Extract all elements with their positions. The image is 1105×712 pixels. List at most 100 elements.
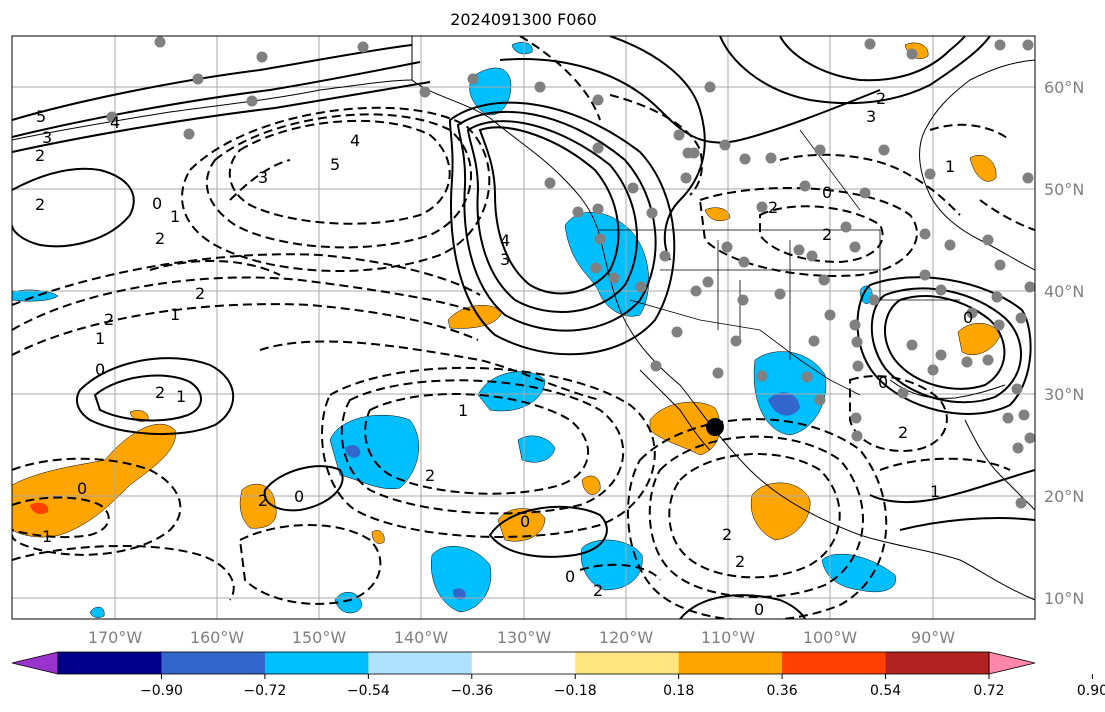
positive-anomaly-region: [239, 483, 277, 529]
lat-label-50n: 50°N: [1044, 180, 1084, 199]
negative-anomaly-region: [821, 553, 896, 593]
svg-text:1: 1: [945, 157, 955, 176]
lat-label-10n: 10°N: [1044, 589, 1084, 608]
lon-label-150w: 150°W: [292, 628, 347, 647]
svg-text:4: 4: [350, 131, 360, 150]
negative-anomaly-region: [89, 606, 105, 618]
svg-text:0: 0: [963, 308, 973, 327]
svg-text:3: 3: [866, 107, 876, 126]
colorbar-label: 0.18: [663, 683, 694, 699]
colorbar-swatch: [782, 652, 887, 674]
positive-anomaly-region: [12, 423, 176, 538]
svg-text:2: 2: [104, 310, 114, 329]
colorbar-swatch: [161, 652, 266, 674]
colorbar-label: −0.36: [450, 683, 493, 699]
lon-label-170w: 170°W: [88, 628, 143, 647]
positive-contours: [12, 36, 1035, 619]
colorbar-swatch: [471, 652, 576, 674]
svg-text:2: 2: [876, 89, 886, 108]
lon-label-140w: 140°W: [394, 628, 449, 647]
lon-label-90w: 90°W: [911, 628, 955, 647]
political-borders: [598, 129, 960, 396]
contour-labels: 5 3 2 4 0 1 2 2 4 5 3 2 1 2 1 0 2 1 0 1 …: [35, 89, 973, 619]
lon-label-130w: 130°W: [497, 628, 552, 647]
svg-text:2: 2: [425, 466, 435, 485]
svg-text:4: 4: [110, 113, 120, 132]
colorbar-swatch: [368, 652, 473, 674]
lat-label-20n: 20°N: [1044, 487, 1084, 506]
lon-label-110w: 110°W: [701, 628, 756, 647]
colorbar-frame: [57, 651, 990, 675]
svg-text:4: 4: [500, 231, 510, 250]
svg-text:3: 3: [42, 128, 52, 147]
map-title: 2024091300 F060: [450, 10, 597, 29]
lat-label-30n: 30°N: [1044, 385, 1084, 404]
svg-text:2: 2: [35, 146, 45, 165]
location-marker: [706, 418, 724, 436]
svg-text:1: 1: [170, 207, 180, 226]
svg-text:2: 2: [735, 552, 745, 571]
colorbar-label: −0.54: [347, 683, 390, 699]
svg-text:2: 2: [155, 229, 165, 248]
positive-anomaly-region: [497, 508, 546, 542]
colorbar-extend-low: [11, 651, 59, 675]
svg-text:2: 2: [722, 525, 732, 544]
map-frame: [11, 35, 1036, 620]
strong-negative-anomaly-region: [345, 445, 361, 458]
positive-anomaly-region: [969, 154, 997, 182]
lat-label-40n: 40°N: [1044, 282, 1084, 301]
svg-text:0: 0: [152, 194, 162, 213]
svg-text:1: 1: [930, 482, 940, 501]
colorbar-label: −0.18: [554, 683, 597, 699]
station-markers: [106, 36, 1036, 509]
strong-negative-anomaly-region: [768, 392, 800, 416]
latitude-labels: 60°N 50°N 40°N 30°N 20°N 10°N: [1044, 78, 1084, 608]
colorbar-label: 0.54: [870, 683, 901, 699]
svg-text:1: 1: [458, 401, 468, 420]
svg-text:1: 1: [42, 527, 52, 546]
colorbar-label: 0.90: [1077, 683, 1105, 699]
svg-text:2: 2: [593, 581, 603, 600]
svg-text:5: 5: [36, 107, 46, 126]
lon-label-160w: 160°W: [190, 628, 245, 647]
positive-anomaly-region: [750, 482, 811, 541]
svg-text:0: 0: [822, 183, 832, 202]
colorbar-label: 0.72: [973, 683, 1004, 699]
negative-anomaly-region: [430, 546, 492, 613]
positive-anomaly-region: [704, 207, 731, 221]
svg-text:0: 0: [878, 373, 888, 392]
lon-label-100w: 100°W: [803, 628, 858, 647]
colorbar-extend-high: [988, 651, 1036, 675]
negative-contours: [12, 36, 1035, 619]
svg-text:0: 0: [565, 567, 575, 586]
svg-text:5: 5: [330, 155, 340, 174]
colorbar-swatch: [575, 652, 680, 674]
svg-text:0: 0: [294, 487, 304, 506]
lat-label-60n: 60°N: [1044, 78, 1084, 97]
positive-anomaly-region: [581, 475, 601, 495]
longitude-labels: 170°W 160°W 150°W 140°W 130°W 120°W 110°…: [88, 628, 955, 647]
svg-text:3: 3: [500, 250, 510, 269]
strong-positive-anomaly-region: [30, 502, 49, 514]
lon-label-120w: 120°W: [599, 628, 654, 647]
strong-negative-anomaly-region: [452, 588, 466, 600]
colorbar-swatch: [885, 652, 990, 674]
colorbar-label: 0.36: [767, 683, 798, 699]
negative-anomaly-region: [511, 42, 533, 55]
svg-text:1: 1: [176, 387, 186, 406]
colorbar-swatch: [678, 652, 783, 674]
colorbar: −0.90 −0.72 −0.54 −0.36 −0.18 0.18 0.36 0.54 0.7…: [11, 651, 1105, 699]
colorbar-label: −0.90: [140, 683, 183, 699]
svg-text:0: 0: [754, 600, 764, 619]
svg-text:0: 0: [520, 512, 530, 531]
svg-text:3: 3: [258, 168, 268, 187]
negative-anomaly-region: [517, 435, 556, 463]
svg-text:2: 2: [35, 195, 45, 214]
svg-text:2: 2: [258, 491, 268, 510]
svg-text:1: 1: [170, 305, 180, 324]
svg-text:0: 0: [77, 479, 87, 498]
colorbar-label: −0.72: [243, 683, 286, 699]
svg-text:2: 2: [822, 225, 832, 244]
positive-anomaly-region: [371, 530, 385, 544]
